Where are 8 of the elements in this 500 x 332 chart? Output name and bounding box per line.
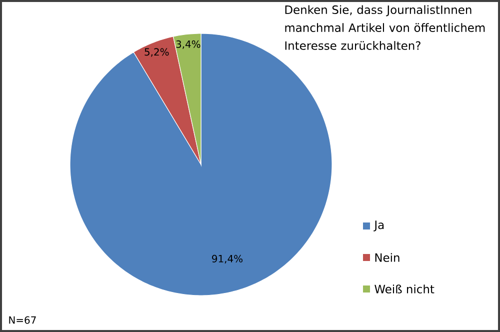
legend-label: Ja <box>374 220 384 232</box>
legend-label: Weiß nicht <box>374 284 434 294</box>
text: N=67 <box>9 316 36 324</box>
chart-title: Denken Sie, dass JournalistInnen manchmal Artikel von öffentlichem Interesse zurückhalten? <box>285 5 485 50</box>
data-label: 91,4% <box>212 254 243 264</box>
data-label: 3,4% <box>176 40 200 49</box>
legend-label: Nein <box>375 253 400 262</box>
data-label: 5,2% <box>144 48 169 57</box>
